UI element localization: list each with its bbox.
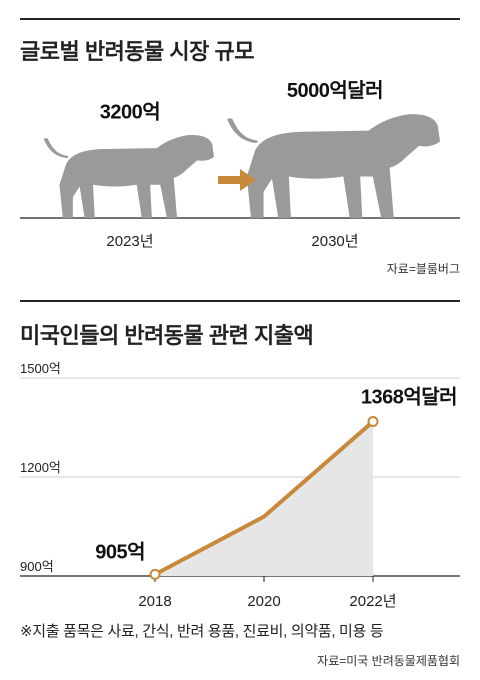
y-tick-label-1: 1200억 — [20, 460, 61, 475]
x-tick-label-0: 2018 — [138, 593, 171, 610]
dog-silhouette-icon — [246, 114, 440, 218]
spending-line — [154, 420, 375, 577]
dog-value-label-1: 5000억달러 — [287, 79, 383, 102]
dog-category-label-0: 2023년 — [106, 233, 153, 250]
end-point-marker — [367, 416, 379, 428]
top-rule — [20, 18, 460, 20]
dog-bar-1 — [227, 114, 440, 218]
market-size-source: 자료=블룸버그 — [386, 262, 460, 276]
start-value-label: 905억 — [95, 540, 145, 563]
dog-tail-icon — [227, 118, 258, 143]
market-size-chart: 3200억 2023년 5000억달러 2030년 — [20, 79, 460, 250]
spending-note: ※지출 품목은 사료, 간식, 반려 용품, 진료비, 의약품, 미용 등 — [20, 623, 384, 640]
spending-title: 미국인들의 반려동물 관련 지출액 — [20, 323, 314, 348]
y-tick-label-2: 900억 — [20, 559, 54, 574]
x-tick-label-1: 2020 — [247, 593, 280, 610]
dog-silhouette-icon — [59, 134, 214, 218]
dog-value-label-0: 3200억 — [100, 101, 160, 124]
end-value-label: 1368억달러 — [361, 386, 457, 409]
y-tick-label-0: 1500억 — [20, 361, 61, 376]
dog-bar-0 — [43, 134, 214, 218]
spending-area — [155, 421, 373, 576]
market-size-title: 글로벌 반려동물 시장 규모 — [20, 39, 254, 64]
spending-line-chart: 1500억 1200억 900억 2018 2020 2022년 905억 1368억달러 — [20, 361, 460, 610]
middle-rule — [20, 300, 460, 302]
start-point-marker — [149, 568, 161, 580]
dog-tail-icon — [43, 138, 69, 158]
x-tick-label-2: 2022년 — [349, 593, 396, 610]
spending-source: 자료=미국 반려동물제품협회 — [317, 654, 460, 668]
dog-category-label-1: 2030년 — [311, 233, 358, 250]
right-arrow-icon — [218, 169, 256, 191]
